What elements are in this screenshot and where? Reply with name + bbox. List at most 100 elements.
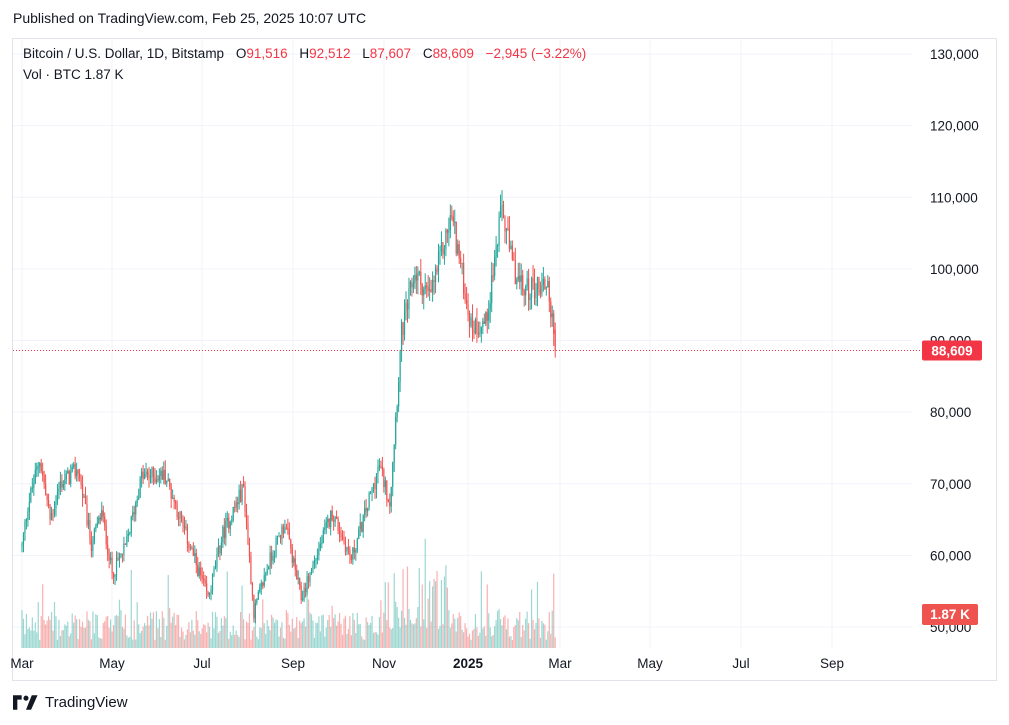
volume-bar [180,627,183,648]
candle-body [245,511,248,524]
volume-bar [507,618,509,648]
volume-bar [436,570,438,648]
candle-body [28,501,30,512]
candle-body [539,288,542,294]
volume-bar [325,627,327,648]
volume-bar [547,631,549,648]
candle-body [368,493,370,509]
candle-body [336,516,338,519]
volume-bar [95,614,97,648]
candle-body [495,245,497,257]
candle-body [126,536,128,545]
candle-body [206,583,208,592]
volume-bar [511,639,513,648]
volume-bar [126,635,128,648]
volume-bar [177,614,180,648]
volume-bar [523,630,525,648]
volume-bar [197,620,199,648]
candle-body [33,483,35,488]
candle-body [154,476,156,483]
volume-bar [532,619,534,648]
candle-body [445,229,447,249]
volume-bar [288,624,290,648]
volume-bar [474,613,477,648]
candle-body [436,268,438,272]
volume-bar [355,633,357,648]
volume-bar [347,628,350,648]
volume-bar [160,637,162,648]
candle-body [105,524,107,545]
candle-body [37,466,39,468]
volume-bar [299,620,301,648]
candle-body [101,510,103,520]
candle-body [123,543,125,555]
volume-bar [192,630,194,648]
volume-bar [501,625,503,648]
candle-body [392,462,394,487]
candle-body [279,535,282,539]
volume-bar [538,618,540,648]
volume-bar [535,623,537,648]
volume-bar [89,621,91,648]
volume-bar [222,625,224,648]
volume-bar [353,619,355,648]
volume-bar [244,639,246,648]
candle-body [214,567,217,569]
volume-bar [432,586,434,648]
volume-bar [245,621,248,648]
candle-body [229,521,231,529]
volume-bar [400,610,403,648]
candle-body [463,262,465,294]
candle-body [73,464,75,467]
volume-bar [253,627,255,648]
candle-body [244,485,246,512]
candle-body [341,537,344,539]
volume-bar [463,632,465,648]
volume-bar [470,639,472,648]
candle-body [49,505,51,520]
candle-body [139,477,141,498]
volume-bar [282,637,285,648]
volume-bar [324,636,326,648]
candle-body [172,497,174,499]
candle-body [489,303,491,310]
candle-body [189,547,191,549]
volume-bar [290,631,292,648]
volume-bar [189,632,191,648]
candle-body [59,481,62,489]
candle-body [58,488,60,493]
volume-bar [414,623,416,648]
volume-bar [79,619,81,648]
volume-bar [198,631,200,648]
volume-bar [457,617,459,648]
candle-body [185,526,187,528]
volume-bar [204,625,206,648]
volume-bar [74,615,76,648]
volume-bar [517,620,519,648]
candle-body [421,284,423,296]
footer[interactable]: TradingView [13,694,128,711]
candle-body [271,552,273,561]
high-label: H [299,46,310,61]
candle-body [22,533,25,545]
candle-body [334,516,336,522]
tradingview-logo-icon [13,695,38,710]
candle-body [50,513,53,520]
candle-body [36,466,38,470]
candle-body [166,481,168,484]
volume-bar [142,626,144,648]
volume-bar [201,628,203,648]
volume-bar [387,582,389,648]
candle-body [282,526,285,534]
candle-body [177,517,180,519]
volume-bar [408,608,410,648]
volume-bar [395,601,397,648]
candle-body [519,275,521,282]
volume-bar [430,621,432,648]
volume-bar [234,634,236,648]
candle-body [442,242,444,255]
volume-bar [406,566,409,648]
candle-body [161,470,163,480]
candle-body [238,489,240,505]
